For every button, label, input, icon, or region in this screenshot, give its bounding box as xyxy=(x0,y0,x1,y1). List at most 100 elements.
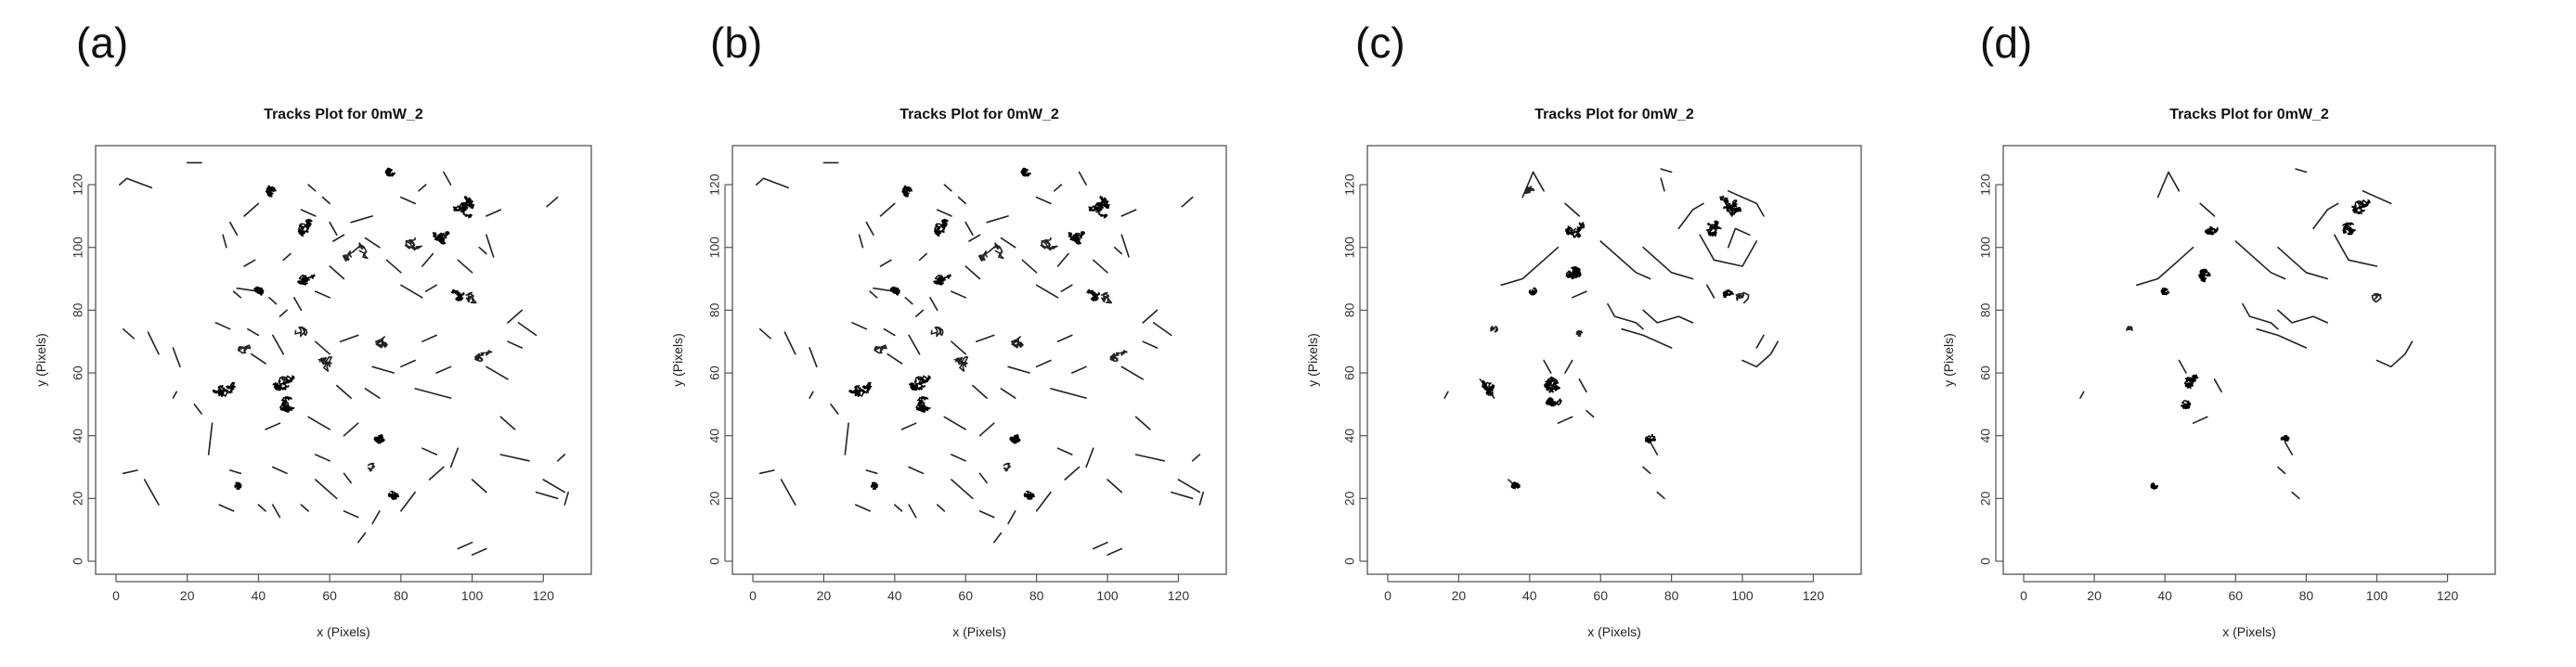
y-axis-label: y (Pixels) xyxy=(670,333,685,387)
y-tick-label: 120 xyxy=(1342,173,1357,196)
track-wander xyxy=(367,462,376,472)
track-segment xyxy=(517,322,537,337)
track-wander xyxy=(1100,291,1113,304)
track-cluster xyxy=(272,375,295,391)
y-tick-label: 80 xyxy=(71,302,85,317)
track-segment xyxy=(443,171,452,186)
y-tick-label: 120 xyxy=(707,173,722,196)
track-cluster xyxy=(933,274,951,286)
chart-title: Tracks Plot for 0mW_2 xyxy=(1534,107,1694,122)
track-cluster xyxy=(1020,167,1031,177)
track-segment xyxy=(1107,479,1123,494)
track-cluster xyxy=(1564,222,1586,238)
track-segment xyxy=(1071,366,1087,374)
track-segment xyxy=(1660,168,1673,173)
x-tick-label: 100 xyxy=(461,588,484,603)
track-wander xyxy=(342,242,369,262)
x-tick-label: 40 xyxy=(887,588,902,603)
track-segment xyxy=(364,237,381,249)
y-tick-label: 100 xyxy=(1342,237,1357,259)
track-wander xyxy=(317,356,332,372)
track-wander xyxy=(1003,462,1011,472)
track-segment xyxy=(300,209,317,217)
y-tick-label: 120 xyxy=(71,173,85,196)
y-tick-label: 60 xyxy=(1342,366,1357,380)
track-cluster xyxy=(1719,195,1742,217)
track-segment xyxy=(951,479,974,500)
x-tick-label: 120 xyxy=(1803,588,1825,603)
track-cluster xyxy=(1481,379,1495,396)
track-segment xyxy=(1134,454,1165,462)
track-segment xyxy=(1181,196,1194,208)
track-cluster xyxy=(384,167,395,177)
track-segment xyxy=(243,202,260,217)
track-segment xyxy=(282,252,291,262)
track-segment xyxy=(1699,234,1758,267)
track-cluster xyxy=(212,381,236,397)
track-segment xyxy=(1564,359,1573,374)
x-tick-label: 40 xyxy=(2157,588,2172,603)
track-cluster xyxy=(901,185,913,198)
track-wander xyxy=(1490,326,1499,333)
track-segment xyxy=(943,184,952,192)
track-segment xyxy=(218,504,235,512)
track-cluster xyxy=(2342,222,2356,236)
track-cluster xyxy=(2183,374,2199,390)
x-tick-label: 60 xyxy=(1593,588,1608,603)
track-wander xyxy=(404,237,423,251)
track-segment xyxy=(1543,359,1552,374)
track-segment xyxy=(975,334,995,342)
track-segment xyxy=(457,259,473,274)
track-segment xyxy=(1120,234,1130,258)
track-segment xyxy=(908,466,925,475)
track-segment xyxy=(1035,491,1052,512)
y-axis-label: y (Pixels) xyxy=(1305,333,1320,387)
track-segment xyxy=(272,504,281,519)
track-segment xyxy=(385,259,402,274)
track-wander xyxy=(1109,350,1128,363)
track-segment xyxy=(499,416,516,430)
track-segment xyxy=(485,234,495,258)
track-segment xyxy=(293,297,303,312)
x-tick-label: 100 xyxy=(1096,588,1119,603)
track-segment xyxy=(435,366,452,374)
track-cluster xyxy=(452,195,475,219)
track-segment xyxy=(300,504,309,512)
track-cluster xyxy=(1528,287,1537,296)
track-segment xyxy=(421,252,434,267)
track-wander xyxy=(1040,237,1058,251)
track-segment xyxy=(908,334,921,355)
track-segment xyxy=(122,327,135,340)
track-segment xyxy=(918,252,927,262)
track-segment xyxy=(951,340,966,355)
track-segment xyxy=(1728,190,1765,217)
x-tick-label: 100 xyxy=(2366,588,2388,603)
track-cluster xyxy=(279,395,295,413)
track-segment xyxy=(869,290,878,299)
track-segment xyxy=(2178,359,2187,374)
track-segment xyxy=(1198,491,1204,506)
x-tick-label: 40 xyxy=(252,588,266,603)
track-segment xyxy=(865,221,874,236)
x-tick-label: 0 xyxy=(749,588,757,603)
track-cluster xyxy=(2280,434,2290,443)
track-cluster xyxy=(1086,289,1101,301)
track-segment xyxy=(400,359,416,368)
track-segment xyxy=(936,209,952,217)
track-wander xyxy=(874,344,887,354)
x-tick-label: 20 xyxy=(180,588,195,603)
track-segment xyxy=(371,510,381,525)
track-segment xyxy=(268,297,278,305)
track-segment xyxy=(1093,259,1108,274)
track-segment xyxy=(2213,378,2222,393)
track-wander xyxy=(953,356,969,372)
track-cluster xyxy=(433,231,450,245)
track-cluster xyxy=(1705,220,1722,237)
track-cluster xyxy=(297,274,316,286)
y-tick-label: 100 xyxy=(1978,237,1993,259)
track-segment xyxy=(1152,322,1172,337)
y-tick-label: 20 xyxy=(707,491,722,506)
track-segment xyxy=(556,454,566,462)
track-wander xyxy=(294,326,308,338)
y-tick-label: 20 xyxy=(71,491,85,506)
